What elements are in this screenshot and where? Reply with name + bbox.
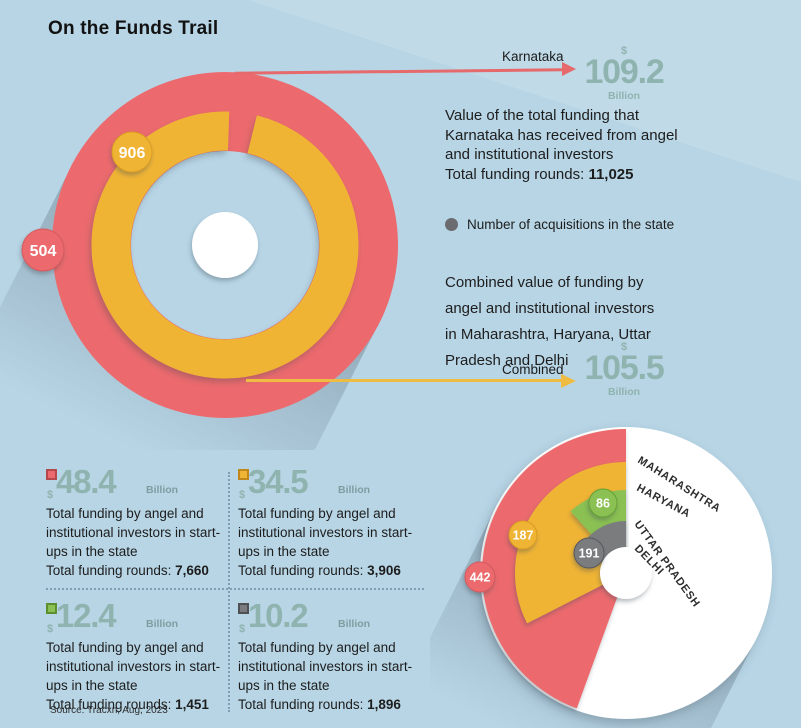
acquisitions-dot-icon [445, 218, 458, 231]
states-pie-chart: 442 187 86 191 MAHARASHTRA HARYANA UTTAR… [430, 427, 772, 728]
haryana-funding-value: 34.5 [248, 463, 309, 500]
haryana-acquisitions-badge: 187 [508, 520, 538, 550]
stat-block-uttar-pradesh: $ 12.4 Billion Total funding by angel an… [46, 597, 230, 714]
karnataka-rounds-label: Total funding rounds: [445, 165, 589, 183]
stats-vertical-divider [228, 472, 230, 712]
rounds-label: Total funding rounds: [238, 563, 368, 578]
rounds-label: Total funding rounds: [46, 697, 176, 712]
maharashtra-funding-value: 48.4 [56, 463, 117, 500]
karnataka-description-block: Value of the total funding that Karnatak… [445, 106, 678, 184]
stat-unit: Billion [338, 484, 371, 496]
uttar-pradesh-acquisitions-value: 86 [596, 497, 610, 511]
karnataka-acquisitions-value: 504 [30, 243, 57, 260]
donut-combined-ring [91, 111, 359, 379]
haryana-marker-icon [238, 469, 249, 480]
karnataka-description: Value of the total funding that Karnatak… [445, 107, 678, 163]
stat-description: Total funding by angel and institutional… [238, 506, 413, 559]
maharashtra-acquisitions-badge: 442 [464, 561, 496, 593]
uttar-pradesh-funding-value: 12.4 [56, 597, 117, 634]
delhi-funding-value: 10.2 [248, 597, 309, 634]
rounds-label: Total funding rounds: [46, 563, 176, 578]
stat-head: $ 34.5 Billion [238, 463, 422, 504]
stat-block-maharashtra: $ 48.4 Billion Total funding by angel an… [46, 463, 230, 580]
delhi-marker-icon [238, 603, 249, 614]
funding-donut-chart: 906 504 [0, 72, 398, 450]
maharashtra-acquisitions-value: 442 [470, 571, 491, 585]
stat-head: $ 12.4 Billion [46, 597, 230, 638]
delhi-acquisitions-badge: 191 [573, 537, 605, 569]
delhi-funding-rounds: Total funding rounds: 1,896 [238, 695, 422, 714]
stats-horizontal-divider [46, 588, 424, 590]
stat-description: Total funding by angel and institutional… [46, 506, 221, 559]
stat-head: $ 48.4 Billion [46, 463, 230, 504]
rounds-value: 3,906 [367, 563, 401, 578]
karnataka-funding-rounds: Total funding rounds: 11,025 [445, 165, 678, 185]
karnataka-arrow-head [562, 62, 576, 76]
stat-block-haryana: $ 34.5 Billion Total funding by angel an… [238, 463, 422, 580]
combined-total-value: $ 105.5 Billion [558, 341, 690, 399]
source-note: Source: Tracxn, Aug, 2023 [50, 705, 168, 716]
stat-block-delhi: $ 10.2 Billion Total funding by angel an… [238, 597, 422, 714]
karnataka-arrow-label: Karnataka [502, 49, 564, 64]
acquisitions-legend-label: Number of acquisitions in the state [467, 217, 675, 232]
karnataka-unit: Billion [607, 90, 641, 102]
combined-description: Combined value of funding by angel and i… [445, 274, 655, 369]
combined-arrow-head [561, 374, 576, 388]
stat-unit: Billion [146, 618, 179, 630]
stat-currency: $ [47, 623, 54, 635]
karnataka-total-value: $ 109.2 Billion [558, 45, 690, 103]
haryana-acquisitions-value: 187 [513, 529, 534, 543]
acquisitions-legend: Number of acquisitions in the state [445, 217, 674, 232]
combined-currency: $ [620, 341, 628, 353]
stat-unit: Billion [146, 484, 179, 496]
rounds-value: 7,660 [175, 563, 209, 578]
uttar-pradesh-marker-icon [46, 603, 57, 614]
stat-description: Total funding by angel and institutional… [46, 640, 221, 693]
maharashtra-marker-icon [46, 469, 57, 480]
stat-currency: $ [239, 489, 246, 501]
stat-description: Total funding by angel and institutional… [238, 640, 413, 693]
combined-value: 105.5 [584, 349, 664, 387]
karnataka-rounds-value: 11,025 [588, 165, 634, 183]
stat-currency: $ [239, 623, 246, 635]
karnataka-currency: $ [620, 45, 628, 57]
uttar-pradesh-acquisitions-badge: 86 [588, 488, 618, 518]
combined-acquisitions-value: 906 [119, 145, 146, 162]
delhi-acquisitions-value: 191 [579, 547, 600, 561]
stat-head: $ 10.2 Billion [238, 597, 422, 638]
stat-currency: $ [47, 489, 54, 501]
donut-center-disc [192, 212, 258, 278]
maharashtra-funding-rounds: Total funding rounds: 7,660 [46, 561, 230, 580]
haryana-funding-rounds: Total funding rounds: 3,906 [238, 561, 422, 580]
combined-unit: Billion [607, 386, 641, 398]
uttar-pradesh-funding-rounds: Total funding rounds: 1,451 [46, 695, 230, 714]
combined-arrow-line [246, 379, 562, 382]
rounds-value: 1,451 [175, 697, 209, 712]
rounds-value: 1,896 [367, 697, 401, 712]
stat-unit: Billion [338, 618, 371, 630]
combined-arrow-label: Combined [502, 362, 564, 377]
karnataka-value: 109.2 [584, 53, 664, 91]
page-title: On the Funds Trail [48, 18, 219, 39]
combined-acquisitions-badge: 906 [111, 131, 153, 173]
karnataka-acquisitions-badge: 504 [21, 228, 65, 272]
rounds-label: Total funding rounds: [238, 697, 368, 712]
pie-center-hole [600, 547, 652, 599]
